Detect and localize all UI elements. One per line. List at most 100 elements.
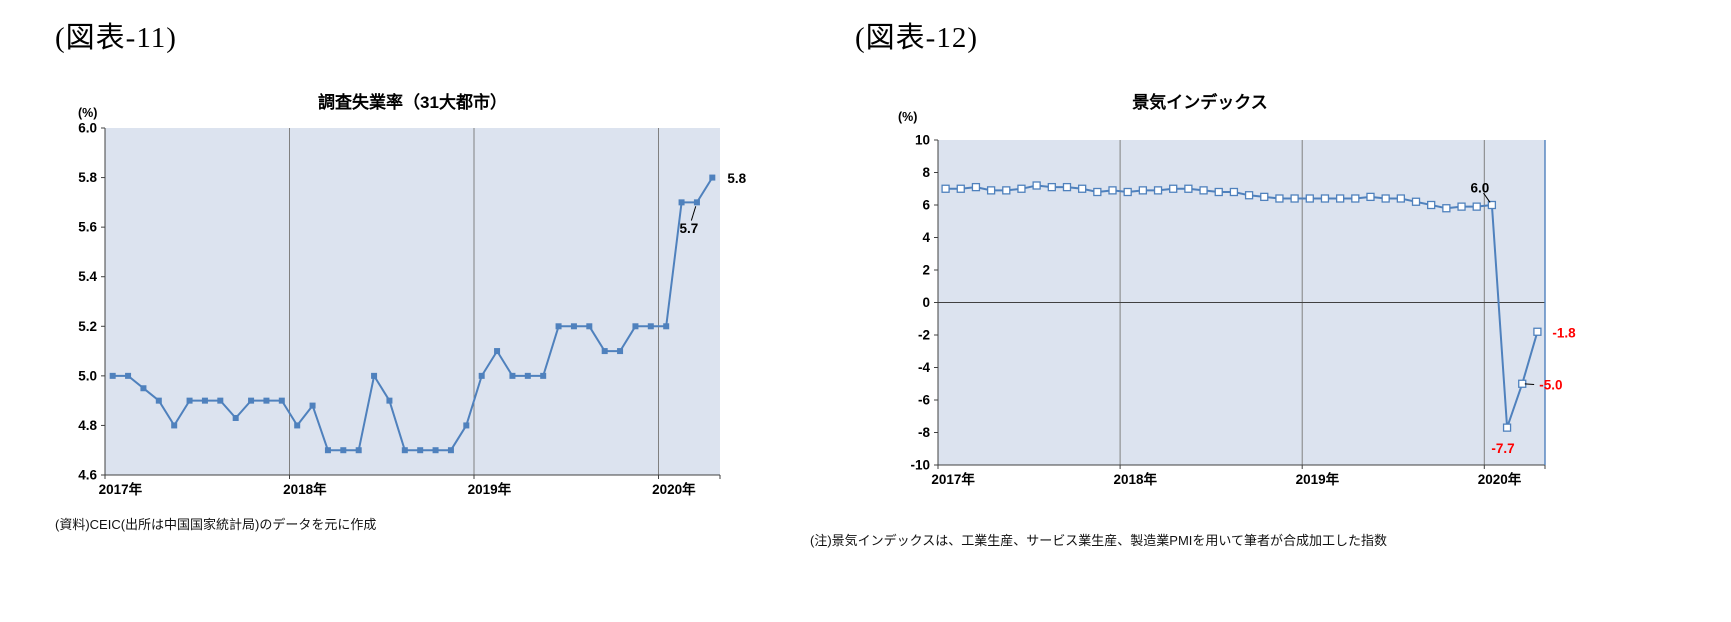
- x-year-label: 2017年: [931, 471, 975, 487]
- figure-12-heading: (図表-12): [855, 22, 978, 54]
- data-point-marker: [1184, 184, 1193, 193]
- data-point-label: -1.8: [1552, 325, 1576, 340]
- x-year-label: 2020年: [1478, 471, 1522, 487]
- data-point-marker: [201, 397, 208, 404]
- annotation-arrow: [690, 206, 697, 221]
- data-point-marker: [1214, 187, 1223, 197]
- data-point-marker: [1442, 204, 1451, 213]
- data-point-marker: [570, 323, 577, 330]
- y-tick-label: 5.4: [78, 269, 97, 284]
- data-point-marker: [340, 447, 347, 454]
- data-point-marker: [1351, 194, 1360, 203]
- data-point-marker: [447, 447, 454, 454]
- data-point-marker: [663, 323, 670, 330]
- data-point-marker: [1017, 184, 1026, 193]
- y-tick-label: -2: [918, 328, 930, 343]
- x-year-label: 2018年: [283, 481, 327, 497]
- data-point-marker: [1381, 194, 1390, 203]
- data-point-marker: [355, 447, 362, 454]
- series-line: [945, 184, 1539, 428]
- x-year-label: 2019年: [1296, 471, 1340, 487]
- data-point-marker: [941, 184, 950, 193]
- data-point-marker: [263, 397, 270, 404]
- data-point-marker: [1078, 184, 1087, 193]
- data-point-marker: [1047, 182, 1056, 192]
- figure-11-chart-title: 調査失業率（31大都市）: [318, 93, 507, 112]
- data-point-marker: [1518, 379, 1527, 388]
- data-point-marker: [1320, 194, 1330, 203]
- plot-area: [105, 128, 720, 475]
- data-point-marker: [986, 186, 996, 195]
- data-point-marker: [509, 372, 516, 379]
- figure-11-source-note: (資料)CEIC(出所は中国国家統計局)のデータを元に作成: [55, 517, 377, 532]
- data-point-marker: [1169, 184, 1178, 193]
- y-tick-label: -10: [910, 458, 930, 473]
- data-point-marker: [1335, 194, 1345, 203]
- data-point-marker: [1502, 423, 1512, 432]
- y-tick-label: 4.8: [78, 418, 97, 433]
- y-tick-label: -8: [918, 425, 930, 440]
- data-point-marker: [1138, 186, 1148, 195]
- data-point-marker: [463, 422, 470, 429]
- data-point-marker: [155, 397, 162, 404]
- data-point-marker: [601, 348, 608, 355]
- figure-12-y-axis-unit-label: (%): [898, 110, 918, 124]
- annotation-arrow: [1483, 192, 1491, 203]
- figure-12-chart-title: 景気インデックス: [1132, 93, 1268, 112]
- data-point-marker: [1472, 202, 1481, 211]
- data-point-marker: [1457, 202, 1466, 211]
- series-line: [112, 177, 714, 452]
- y-tick-label: 5.8: [78, 170, 97, 185]
- x-year-label: 2020年: [652, 481, 696, 497]
- y-tick-label: 2: [922, 263, 930, 278]
- data-point-marker: [1229, 187, 1239, 197]
- y-tick-label: 6.0: [78, 121, 97, 136]
- data-point-marker: [1305, 194, 1314, 203]
- data-point-marker: [524, 372, 531, 379]
- data-point-marker: [678, 199, 685, 206]
- x-year-label: 2018年: [1114, 471, 1158, 487]
- data-point-marker: [140, 385, 147, 392]
- data-point-marker: [232, 414, 239, 421]
- y-tick-label: 5.0: [78, 368, 97, 383]
- data-point-marker: [324, 447, 331, 454]
- data-point-marker: [109, 372, 116, 379]
- data-point-marker: [309, 402, 316, 409]
- data-point-marker: [1275, 194, 1284, 203]
- data-point-marker: [1199, 186, 1208, 195]
- y-tick-label: 6: [922, 198, 930, 213]
- y-tick-label: 8: [922, 165, 930, 180]
- data-point-marker: [617, 348, 624, 355]
- data-point-marker: [1366, 192, 1375, 202]
- data-point-marker: [693, 199, 700, 206]
- y-tick-label: 4.6: [78, 468, 97, 483]
- figure-11-heading: (図表-11): [55, 22, 177, 54]
- data-point-marker: [1032, 181, 1041, 190]
- data-point-marker: [1062, 182, 1072, 192]
- y-tick-label: 5.6: [78, 220, 97, 235]
- data-point-marker: [1002, 186, 1011, 195]
- data-point-marker: [1533, 327, 1542, 336]
- figure-12-note: (注)景気インデックスは、工業生産、サービス業生産、製造業PMIを用いて筆者が合…: [810, 533, 1387, 548]
- data-point-marker: [1153, 186, 1163, 195]
- data-point-marker: [1427, 200, 1436, 210]
- y-tick-label: 0: [922, 295, 930, 310]
- data-point-marker: [632, 323, 639, 330]
- y-tick-label: -6: [918, 393, 930, 408]
- data-point-label: 5.7: [680, 221, 699, 236]
- data-point-label: -7.7: [1491, 441, 1514, 456]
- data-point-label: 5.8: [727, 171, 746, 186]
- data-point-marker: [1290, 194, 1299, 203]
- data-point-marker: [647, 323, 654, 330]
- data-point-marker: [171, 422, 178, 429]
- data-point-marker: [1244, 191, 1254, 200]
- data-point-marker: [432, 447, 439, 454]
- data-point-marker: [1123, 187, 1132, 197]
- data-point-marker: [1411, 197, 1421, 206]
- data-point-marker: [478, 372, 485, 379]
- data-point-marker: [386, 397, 393, 404]
- data-point-marker: [217, 397, 224, 404]
